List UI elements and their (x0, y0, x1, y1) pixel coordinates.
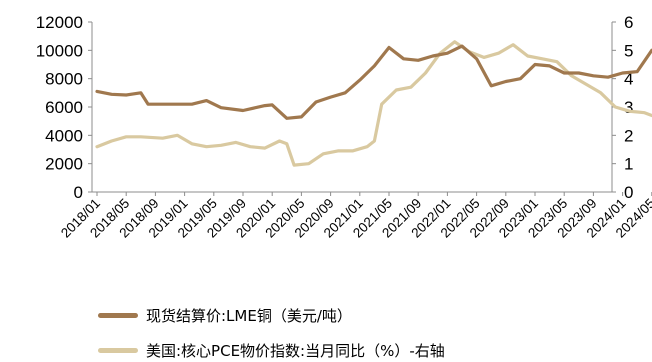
right-tick-label: 6 (624, 13, 633, 32)
legend-label-copper: 现货结算价:LME铜（美元/吨） (146, 307, 352, 325)
series-lines (95, 40, 652, 167)
right-tick-label: 1 (624, 155, 633, 174)
legend-item-pce: 美国:核心PCE物价指数:当月同比（%）-右轴 (98, 340, 445, 361)
legend-label-pce: 美国:核心PCE物价指数:当月同比（%）-右轴 (146, 342, 445, 360)
left-tick-label: 4000 (45, 126, 83, 145)
x-axis-ticks: 2018/012018/052018/092019/012019/052019/… (58, 192, 652, 241)
series-line-copper (95, 44, 652, 120)
left-tick-label: 2000 (45, 155, 83, 174)
right-axis-ticks: 0 1 2 3 4 5 6 (612, 13, 633, 202)
right-tick-label: 5 (624, 41, 633, 60)
right-tick-label: 0 (624, 183, 633, 202)
right-tick-label: 3 (624, 98, 633, 117)
left-tick-label: 0 (74, 183, 83, 202)
legend-item-copper: 现货结算价:LME铜（美元/吨） (98, 305, 352, 326)
legend-swatch-copper (98, 313, 138, 318)
right-tick-label: 2 (624, 126, 633, 145)
left-tick-label: 6000 (45, 98, 83, 117)
left-tick-label: 12000 (36, 13, 83, 32)
right-tick-label: 4 (624, 70, 633, 89)
legend-swatch-pce (98, 348, 138, 353)
left-tick-label: 8000 (45, 70, 83, 89)
axes (91, 22, 613, 193)
series-line-pce (95, 40, 652, 167)
left-tick-label: 10000 (36, 41, 83, 60)
left-axis-ticks: 0 2000 4000 6000 8000 10000 12000 (36, 13, 92, 202)
